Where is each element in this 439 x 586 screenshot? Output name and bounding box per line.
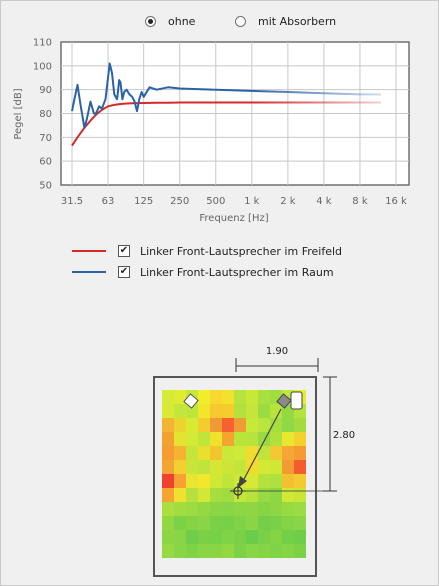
legend-item-raum: ✔ Linker Front-Lautsprecher im Raum — [72, 264, 334, 280]
radio-mit-absorbern[interactable]: mit Absorbern — [235, 12, 336, 30]
chart-series — [71, 62, 381, 147]
x-tick-label: 4 k — [316, 196, 332, 207]
radio-mit-absorbern-indicator[interactable] — [235, 15, 246, 27]
series-line-raum — [71, 62, 381, 129]
legend-label-freifeld: Linker Front-Lautsprecher im Freifeld — [140, 244, 343, 258]
y-tick-label: 100 — [33, 61, 52, 72]
legend-swatch-freifeld — [72, 250, 106, 252]
y-tick-label: 70 — [39, 133, 52, 144]
x-tick-label: 500 — [206, 196, 225, 207]
checkbox-freifeld[interactable]: ✔ — [118, 245, 130, 257]
y-axis-label: Pegel [dB] — [13, 88, 24, 139]
x-axis-label: Frequenz [Hz] — [199, 213, 268, 224]
y-tick-labels: 50 60 70 80 90 100 110 — [33, 38, 52, 192]
x-tick-label: 31.5 — [61, 196, 83, 207]
x-tick-labels: 31.5 63 125 250 500 1 k 2 k 4 k 8 k 16 k — [61, 196, 407, 207]
x-tick-label: 16 k — [385, 196, 407, 207]
radio-ohne-label: ohne — [168, 14, 196, 28]
y-tick-label: 50 — [39, 181, 52, 192]
radio-mit-absorbern-label: mit Absorbern — [258, 14, 337, 28]
x-tick-label: 1 k — [244, 196, 260, 207]
chart-grid — [61, 42, 409, 185]
checkbox-raum[interactable]: ✔ — [118, 266, 130, 278]
x-tick-label: 125 — [134, 196, 153, 207]
legend-label-raum: Linker Front-Lautsprecher im Raum — [140, 265, 334, 279]
y-tick-label: 80 — [39, 109, 52, 120]
frequency-response-chart: 50 60 70 80 90 100 110 31.5 63 125 250 500 1 k 2 k 4 … — [13, 38, 410, 224]
x-tick-label: 2 k — [280, 196, 296, 207]
y-tick-label: 110 — [33, 38, 52, 49]
legend-swatch-raum — [72, 271, 106, 273]
radio-ohne-indicator[interactable] — [145, 15, 156, 27]
y-tick-label: 90 — [39, 85, 52, 96]
x-tick-label: 8 k — [352, 196, 368, 207]
y-tick-label: 60 — [39, 157, 52, 168]
x-tick-label: 63 — [102, 196, 115, 207]
series-line-freifeld — [71, 101, 381, 147]
legend-item-freifeld: ✔ Linker Front-Lautsprecher im Freifeld — [72, 243, 342, 259]
radio-ohne[interactable]: ohne — [145, 12, 195, 30]
x-tick-label: 250 — [170, 196, 189, 207]
